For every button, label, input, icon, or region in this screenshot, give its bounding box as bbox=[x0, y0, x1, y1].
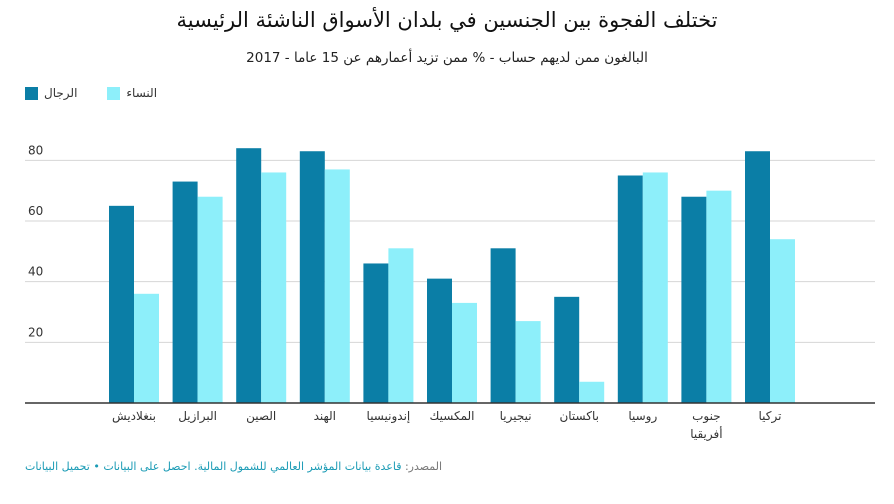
x-tick-label: الصين bbox=[246, 409, 276, 424]
bar-men[interactable] bbox=[490, 248, 516, 403]
source-links[interactable]: قاعدة بيانات المؤشر العالمي للشمول المال… bbox=[25, 460, 402, 473]
bar-women[interactable] bbox=[642, 172, 668, 403]
bar-women[interactable] bbox=[706, 190, 732, 403]
x-tick-label: الهند bbox=[314, 409, 336, 423]
legend-swatch-men bbox=[25, 86, 38, 100]
legend: الرجال النساء bbox=[25, 86, 157, 100]
bar-women[interactable] bbox=[261, 172, 287, 403]
bar-men[interactable] bbox=[745, 151, 770, 403]
legend-label-women: النساء bbox=[126, 86, 158, 100]
bar-women[interactable] bbox=[452, 302, 477, 403]
bar-women[interactable] bbox=[770, 239, 795, 403]
bar-men[interactable] bbox=[554, 296, 580, 403]
y-tick-label: 60 bbox=[28, 204, 43, 218]
bar-women[interactable] bbox=[579, 381, 605, 403]
legend-item-men[interactable]: الرجال bbox=[25, 86, 77, 100]
bar-women[interactable] bbox=[324, 169, 350, 403]
bar-women[interactable] bbox=[388, 248, 414, 403]
bar-men[interactable] bbox=[363, 263, 389, 403]
x-tick-label: بنغلاديش bbox=[112, 409, 156, 424]
y-tick-label: 20 bbox=[28, 325, 43, 339]
x-tick-label: باكستان bbox=[559, 409, 599, 423]
y-tick-label: 80 bbox=[28, 143, 43, 157]
legend-label-men: الرجال bbox=[44, 86, 78, 100]
x-tick-label: تركيا bbox=[759, 409, 782, 424]
chart-title: تختلف الفجوة بين الجنسين في بلدان الأسوا… bbox=[176, 8, 718, 32]
x-tick-label: إندونيسيا bbox=[367, 409, 411, 424]
source-note: المصدر: قاعدة بيانات المؤشر العالمي للشم… bbox=[25, 460, 442, 473]
bar-men[interactable] bbox=[617, 175, 643, 404]
bar-men[interactable] bbox=[109, 205, 134, 403]
x-tick-label: أفريقيا bbox=[690, 426, 722, 442]
bar-women[interactable] bbox=[197, 196, 223, 403]
bar-men[interactable] bbox=[681, 196, 707, 403]
bar-men[interactable] bbox=[172, 181, 198, 403]
bar-men[interactable] bbox=[427, 278, 452, 403]
legend-item-women[interactable]: النساء bbox=[107, 86, 157, 100]
legend-swatch-women bbox=[107, 86, 121, 100]
y-tick-label: 40 bbox=[28, 265, 43, 279]
x-tick-label: نيجيريا bbox=[500, 409, 532, 424]
bar-women[interactable] bbox=[134, 293, 159, 403]
bar-women[interactable] bbox=[515, 321, 541, 403]
chart-subtitle: البالغون ممن لديهم حساب - % ممن تزيد أعم… bbox=[246, 50, 648, 66]
bar-men[interactable] bbox=[236, 148, 262, 403]
bar-men[interactable] bbox=[299, 151, 325, 403]
source-prefix: المصدر: bbox=[401, 460, 443, 473]
x-tick-label: المكسيك bbox=[430, 409, 475, 423]
x-tick-label: البرازيل bbox=[178, 409, 217, 424]
x-tick-label: روسيا bbox=[628, 409, 657, 424]
x-tick-label: جنوب bbox=[692, 409, 721, 424]
